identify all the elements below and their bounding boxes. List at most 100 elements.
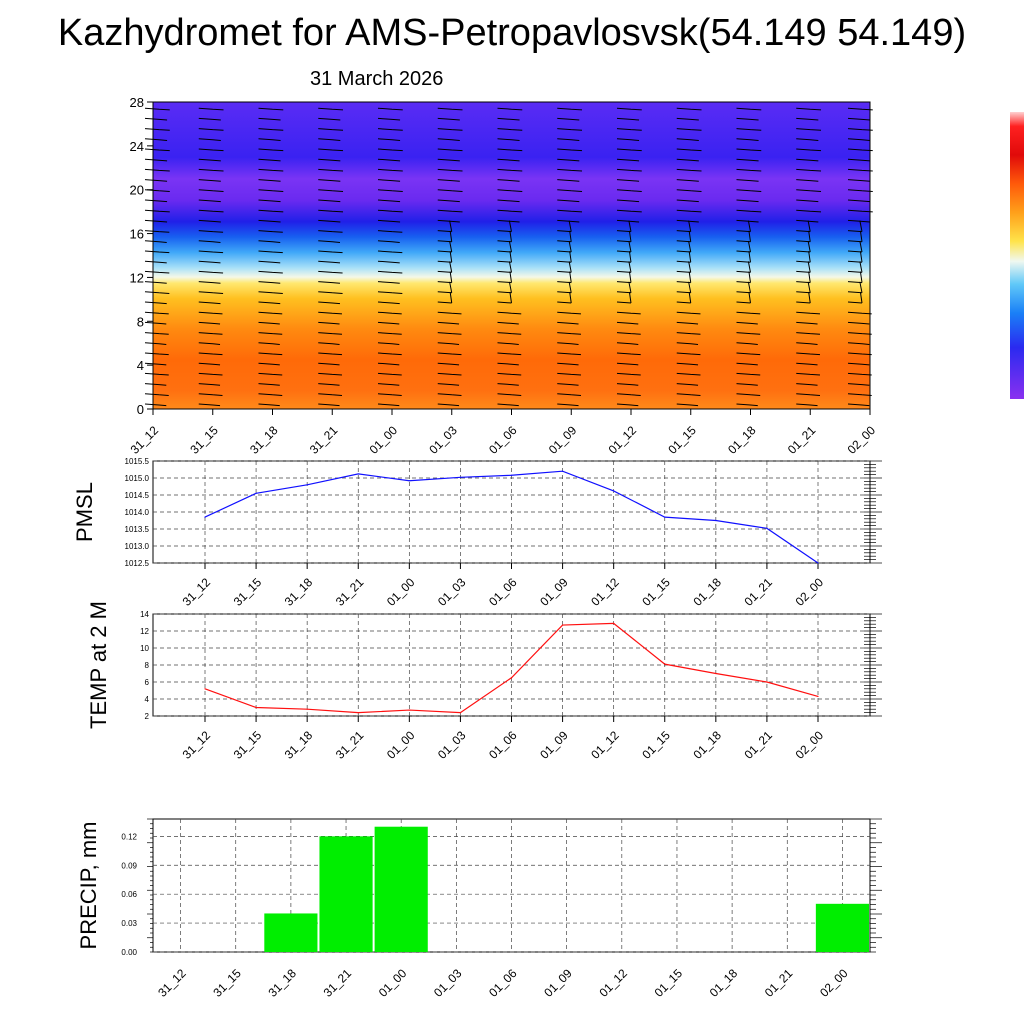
data-point — [357, 473, 359, 475]
wind-barb — [676, 393, 701, 396]
x-tick-label: 01_15 — [665, 423, 699, 457]
wind-barb — [198, 179, 221, 182]
wind-barb — [736, 219, 759, 223]
wind-barb — [557, 261, 572, 273]
wind-barb — [796, 261, 811, 273]
wind-barb — [736, 271, 751, 284]
y-tick-label: 24 — [130, 139, 144, 154]
y-tick-label: 28 — [130, 95, 144, 110]
wind-barb — [796, 158, 819, 162]
data-point — [510, 474, 513, 476]
wind-barb — [557, 342, 579, 345]
x-tick-label: 31_21 — [307, 423, 341, 457]
wind-barb — [377, 209, 403, 213]
data-point — [664, 663, 666, 665]
wind-barb — [676, 168, 702, 172]
y-tick-label: 12 — [140, 627, 149, 636]
wind-barb — [318, 179, 341, 182]
wind-barb — [198, 383, 221, 386]
x-tick-label: 01_03 — [431, 966, 465, 1000]
wind-barb — [847, 138, 871, 141]
wind-barb — [557, 219, 580, 223]
wind-barb — [497, 342, 519, 345]
wind-barb — [616, 291, 632, 304]
wind-barb — [616, 271, 632, 284]
wind-barb — [847, 393, 872, 396]
y-tick-label: 0.12 — [121, 832, 137, 841]
wind-barb — [616, 179, 640, 182]
wind-barb — [437, 372, 462, 376]
y-tick-label: 2 — [145, 712, 150, 721]
y-tick-label: 8 — [137, 314, 144, 329]
wind-barb — [557, 383, 579, 386]
wind-barb — [736, 179, 759, 182]
wind-barb — [497, 261, 512, 273]
wind-barb — [616, 311, 641, 315]
colorbar — [1010, 112, 1024, 399]
wind-barb — [437, 220, 453, 233]
wind-barb — [437, 219, 460, 223]
wind-barb — [198, 240, 221, 243]
wind-barb — [198, 138, 221, 141]
wind-barb — [796, 128, 822, 131]
wind-barb — [144, 291, 170, 294]
wind-barb — [736, 321, 758, 325]
wind-barb — [437, 271, 453, 284]
wind-barb — [557, 128, 583, 131]
wind-barb — [497, 219, 520, 223]
wind-barb — [616, 403, 639, 407]
wind-barb — [847, 128, 873, 131]
wind-barb — [616, 138, 640, 141]
wind-barb — [616, 199, 640, 203]
wind-barb — [144, 393, 169, 396]
wind-barb — [318, 301, 341, 305]
wind-barb — [258, 311, 283, 315]
wind-barb — [616, 107, 642, 111]
wind-barb — [847, 261, 863, 273]
data-point — [459, 476, 462, 478]
wind-barb — [676, 352, 701, 356]
y-tick-label: 1013.0 — [125, 542, 150, 551]
wind-barb — [616, 220, 632, 233]
wind-barb — [616, 219, 640, 223]
wind-barb — [198, 260, 221, 264]
wind-barb — [437, 261, 453, 273]
wind-barb — [676, 251, 692, 263]
wind-barb — [258, 107, 284, 111]
data-point — [204, 688, 206, 690]
wind-barb — [847, 189, 873, 192]
wind-barb — [847, 362, 870, 366]
wind-barb — [377, 332, 402, 335]
wind-barb — [377, 362, 400, 366]
wind-barb — [796, 352, 821, 356]
wind-barb — [676, 372, 701, 376]
x-tick-label: 01_09 — [546, 423, 580, 457]
wind-barb — [676, 219, 699, 223]
wind-barb — [736, 240, 751, 253]
wind-barb — [318, 189, 344, 192]
wind-barb — [258, 352, 283, 356]
x-tick-label: 01_06 — [486, 575, 520, 609]
wind-barb — [736, 342, 758, 345]
wind-barb — [847, 321, 870, 325]
x-tick-label: 01_12 — [588, 575, 622, 609]
data-point — [613, 622, 615, 624]
x-tick-label: 31_18 — [282, 728, 316, 762]
x-tick-label: 01_12 — [588, 728, 622, 762]
wind-barb — [198, 321, 221, 325]
wind-barb — [796, 107, 822, 111]
wind-barb — [796, 148, 822, 152]
wind-barb — [258, 148, 284, 152]
wind-barb — [258, 301, 281, 305]
page-subtitle: 31 March 2026 — [310, 68, 444, 90]
wind-barb — [144, 219, 168, 223]
wind-barb — [557, 372, 582, 376]
wind-barb — [377, 270, 403, 274]
y-tick-label: 0.06 — [121, 890, 137, 899]
wind-barb — [557, 158, 580, 162]
wind-barb — [318, 372, 343, 376]
wind-barb — [796, 362, 818, 366]
y-tick-label: 20 — [130, 183, 144, 198]
wind-barb — [144, 270, 170, 274]
wind-barb — [258, 342, 280, 345]
